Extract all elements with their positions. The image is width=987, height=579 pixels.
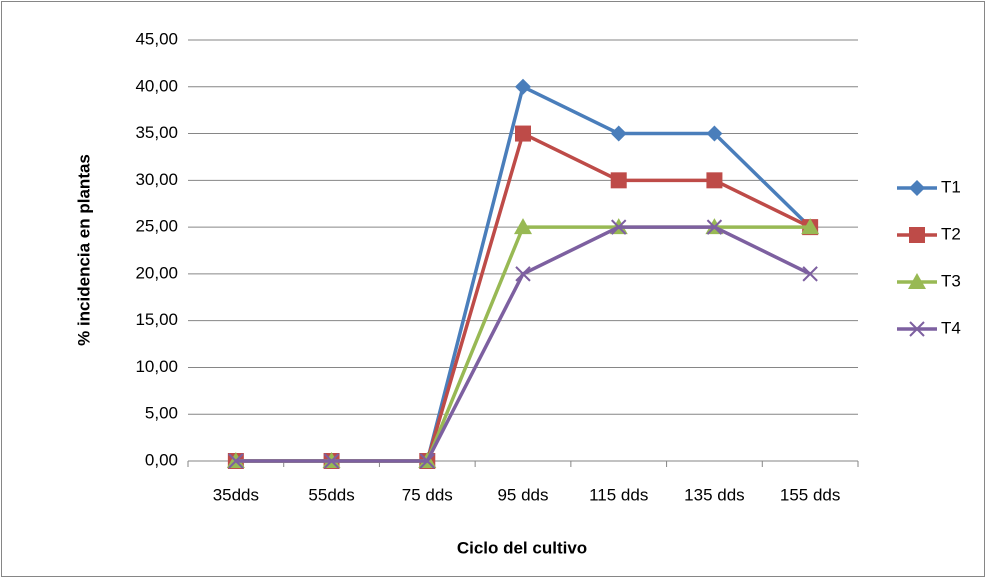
y-tick-label: 40,00: [135, 76, 178, 95]
data-point: [323, 453, 340, 469]
legend-label: T4: [941, 318, 961, 337]
data-point: [610, 125, 627, 142]
x-tick-label: 55dds: [308, 485, 354, 504]
y-tick-label: 35,00: [135, 123, 178, 142]
x-axis-label: Ciclo del cultivo: [457, 538, 587, 557]
x-tick-label: 35dds: [213, 485, 259, 504]
legend-marker: [908, 273, 926, 289]
y-tick-label: 45,00: [135, 29, 178, 48]
x-tick-label: 95 dds: [497, 485, 548, 504]
y-tick-label: 15,00: [135, 310, 178, 329]
x-tick-label: 135 dds: [684, 485, 745, 504]
data-point: [610, 172, 627, 189]
y-tick-label: 5,00: [145, 404, 178, 423]
legend-marker: [909, 180, 925, 196]
y-axis-label: % incidencia en plantas: [74, 154, 93, 346]
x-tick-label: 115 dds: [589, 485, 648, 504]
data-point: [611, 219, 627, 235]
legend-label: T3: [941, 271, 961, 290]
y-tick-label: 10,00: [135, 357, 178, 376]
legend-label: T1: [941, 177, 961, 196]
data-point: [515, 78, 531, 95]
data-point: [706, 172, 723, 189]
y-tick-label: 25,00: [135, 217, 178, 236]
data-point: [419, 453, 435, 469]
legend-marker: [909, 321, 925, 337]
data-point: [802, 266, 818, 282]
data-point: [515, 125, 531, 142]
data-point: [706, 125, 723, 142]
legend-marker: [909, 227, 925, 243]
data-point: [801, 218, 820, 235]
data-point: [706, 219, 723, 235]
data-point: [515, 266, 531, 282]
data-point: [228, 453, 244, 469]
y-tick-label: 20,00: [135, 263, 178, 282]
y-tick-label: 30,00: [135, 170, 178, 189]
x-tick-label: 155 dds: [780, 485, 841, 504]
y-tick-label: 0,00: [145, 450, 178, 469]
legend-label: T2: [941, 224, 961, 243]
data-point: [514, 218, 532, 235]
x-tick-label: 75 dds: [402, 485, 453, 504]
